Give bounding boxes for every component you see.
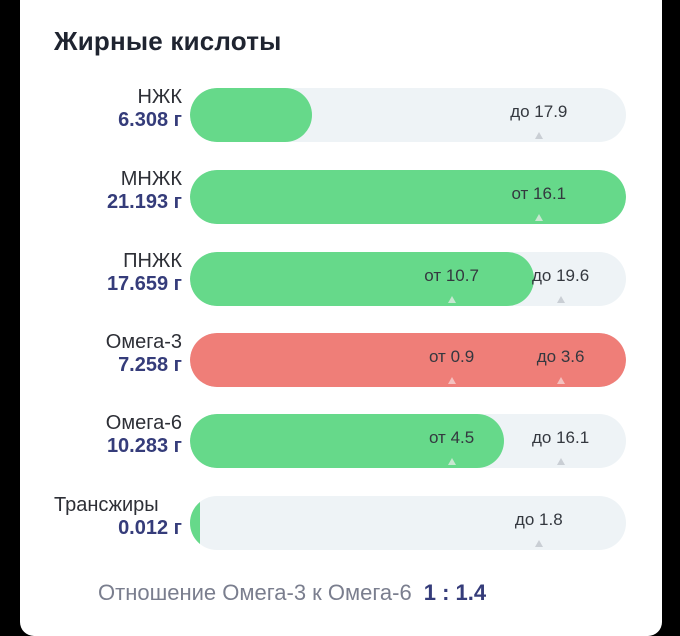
progress-fill (190, 88, 313, 142)
nutrient-label: Омега-6 (105, 412, 182, 434)
progress-track: от 16.1 (190, 170, 626, 224)
nutrient-amount: 6.308 г (118, 109, 182, 131)
threshold-label: от 0.9 (428, 347, 475, 366)
nutrient-row-mnzhk[interactable]: МНЖК 21.193 г от 16.1 (0, 166, 680, 224)
omega-ratio-label: Отношение Омега-3 к Омега-6 (98, 580, 412, 605)
progress-track: до 17.9 (190, 88, 626, 142)
threshold-label: от 10.7 (424, 266, 479, 285)
threshold-pointer-icon (556, 377, 565, 384)
nutrient-amount: 7.258 г (118, 354, 182, 376)
section-title: Жирные кислоты (54, 26, 282, 56)
progress-track: до 1.8 (190, 496, 626, 550)
omega-ratio: Отношение Омега-3 к Омега-6 1 : 1.4 (98, 580, 486, 606)
threshold-label: до 3.6 (536, 347, 585, 366)
threshold-pointer-icon (534, 132, 543, 139)
nutrient-row-transfats[interactable]: Трансжиры 0.012 г до 1.8 (0, 492, 680, 550)
threshold-label: до 17.9 (510, 102, 568, 121)
threshold-label: до 16.1 (532, 428, 590, 447)
progress-track: от 0.9 до 3.6 (190, 333, 626, 387)
progress-track: от 4.5 до 16.1 (190, 414, 626, 468)
nutrient-row-pnzhk[interactable]: ПНЖК 17.659 г от 10.7 до 19.6 (0, 248, 680, 306)
threshold-pointer-icon (534, 540, 543, 547)
threshold-pointer-icon (556, 296, 565, 303)
threshold-pointer-icon (447, 377, 456, 384)
nutrient-row-omega-3[interactable]: Омега-3 7.258 г от 0.9 до 3.6 (0, 329, 680, 387)
nutrient-amount: 0.012 г (118, 517, 182, 539)
progress-fill (190, 252, 535, 306)
omega-ratio-value: 1 : 1.4 (423, 580, 487, 605)
threshold-pointer-icon (447, 296, 456, 303)
progress-fill (190, 333, 626, 387)
nutrient-label: МНЖК (120, 168, 182, 190)
nutrient-amount: 10.283 г (106, 435, 182, 457)
threshold-pointer-icon (556, 458, 565, 465)
threshold-pointer-icon (534, 214, 543, 221)
threshold-label: от 4.5 (428, 428, 475, 447)
nutrient-label: Омега-3 (105, 331, 182, 353)
threshold-pointer-icon (447, 458, 456, 465)
nutrient-label: Трансжиры (54, 494, 159, 516)
nutrient-label: ПНЖК (123, 250, 182, 272)
progress-fill (190, 170, 626, 224)
threshold-label: до 19.6 (532, 266, 590, 285)
nutrient-row-nzhk[interactable]: НЖК 6.308 г до 17.9 (0, 84, 680, 142)
nutrient-amount: 21.193 г (106, 191, 182, 213)
progress-track: от 10.7 до 19.6 (190, 252, 626, 306)
nutrient-row-omega-6[interactable]: Омега-6 10.283 г от 4.5 до 16.1 (0, 410, 680, 468)
progress-fill (190, 496, 200, 550)
nutrient-label: НЖК (137, 86, 182, 108)
nutrient-amount: 17.659 г (106, 273, 182, 295)
threshold-label: до 1.8 (514, 510, 563, 529)
threshold-label: от 16.1 (511, 184, 567, 203)
